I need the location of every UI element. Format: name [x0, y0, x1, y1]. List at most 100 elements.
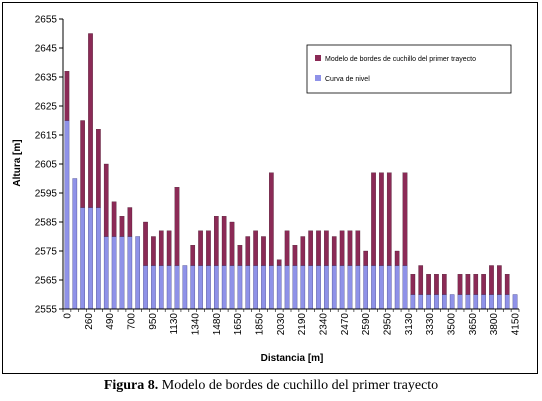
bar-level-curve [324, 265, 329, 310]
x-tick-label: 3650 [468, 313, 479, 336]
bar-level-curve [229, 265, 235, 310]
x-tick-label: 2340 [319, 313, 330, 336]
x-tick-label: 2590 [361, 313, 372, 336]
bar-level-curve [308, 265, 313, 310]
axes [59, 18, 520, 312]
caption-prefix: Figura 8. [103, 378, 159, 393]
y-tick-label: 2605 [35, 160, 58, 171]
x-tick-label: 1130 [169, 313, 180, 335]
bar-level-curve [434, 294, 439, 310]
bar-level-curve [449, 294, 455, 310]
y-tick-label: 2635 [35, 73, 58, 84]
y-tick-label: 2595 [35, 189, 58, 200]
y-tick-label: 2655 [35, 15, 58, 26]
bar-level-curve [261, 265, 266, 310]
bar-knife-edge [457, 274, 463, 295]
bar-level-curve [166, 265, 172, 310]
bar-knife-edge [261, 236, 266, 266]
x-tick-label: 1650 [233, 313, 244, 336]
bar-level-curve [394, 265, 400, 310]
bar-level-curve [64, 120, 70, 310]
x-tick-label: 2030 [276, 313, 287, 336]
bar-level-curve [512, 294, 518, 310]
bar-level-curve [237, 265, 243, 310]
bar-knife-edge [489, 265, 494, 295]
bar-level-curve [135, 236, 141, 310]
bar-knife-edge [166, 230, 172, 266]
x-tick-label: 3800 [489, 313, 500, 336]
y-tick-label: 2585 [35, 218, 58, 229]
bar-knife-edge [127, 207, 133, 237]
bar-knife-edge [80, 120, 85, 208]
bar-knife-edge [253, 230, 258, 266]
bar-knife-edge [441, 274, 447, 295]
bar-level-curve [441, 294, 447, 310]
bar-knife-edge [339, 230, 345, 266]
bar-knife-edge [434, 274, 439, 295]
x-tick-label: 3330 [425, 313, 436, 336]
bar-level-curve [245, 265, 251, 310]
x-tick-label: 3500 [447, 313, 458, 336]
bar-knife-edge [386, 172, 392, 266]
bar-level-curve [355, 265, 361, 310]
bar-level-curve [316, 265, 321, 310]
bar-knife-edge [418, 265, 424, 295]
y-tick-label: 2645 [35, 44, 58, 55]
bar-level-curve [119, 236, 125, 310]
bar-level-curve [489, 294, 494, 310]
bar-knife-edge [308, 230, 313, 266]
bar-level-curve [473, 294, 479, 310]
x-tick-label: 1340 [190, 313, 201, 336]
bar-knife-edge [103, 163, 109, 237]
bar-knife-edge [151, 236, 156, 266]
x-tick-label: 3130 [404, 313, 415, 336]
bar-knife-edge [300, 236, 306, 266]
bar-level-curve [127, 236, 133, 310]
bar-knife-edge [292, 245, 298, 266]
plot-bars [64, 33, 518, 310]
bar-knife-edge [213, 216, 219, 266]
bar-knife-edge [88, 33, 93, 208]
bar-knife-edge [497, 265, 502, 295]
y-tick-label: 2615 [35, 131, 58, 142]
legend-box [306, 44, 512, 94]
bar-level-curve [292, 265, 298, 310]
x-tick-label: 1850 [254, 313, 265, 336]
bar-level-curve [339, 265, 345, 310]
bar-knife-edge [410, 274, 416, 295]
bar-knife-edge [119, 216, 125, 237]
bar-level-curve [182, 265, 188, 310]
bar-level-curve [88, 207, 93, 310]
bar-level-curve [331, 265, 337, 310]
x-tick-labels: 0 260 490 700 950 1130 1340 1480 1650 1850 2030 219… [62, 313, 521, 336]
bar-knife-edge [481, 274, 486, 295]
bar-knife-edge [190, 245, 196, 266]
bar-level-curve [363, 265, 369, 310]
bar-level-curve [300, 265, 306, 310]
bar-level-curve [158, 265, 164, 310]
bar-knife-edge [355, 230, 361, 266]
bar-level-curve [80, 207, 85, 310]
bar-level-curve [418, 294, 424, 310]
bar-level-curve [426, 294, 431, 310]
bar-knife-edge [316, 230, 321, 266]
legend-label-level-curve: Curva de nivel [325, 76, 370, 83]
x-tick-label: 0 [62, 313, 73, 319]
bar-knife-edge [269, 172, 274, 266]
x-tick-label: 260 [84, 313, 95, 330]
bar-level-curve [151, 265, 156, 310]
bar-level-curve [371, 265, 376, 310]
y-tick-label: 2555 [35, 305, 58, 316]
chart-frame: 2555 2565 2575 2585 2595 2605 2615 2625 2635 2645… [2, 2, 538, 374]
bar-level-curve [410, 294, 416, 310]
legend: Modelo de bordes de cuchillo del primer … [306, 44, 512, 94]
bar-level-curve [174, 265, 180, 310]
x-tick-label: 1480 [212, 313, 223, 336]
bar-level-curve [402, 265, 408, 310]
bar-knife-edge [221, 216, 227, 266]
bar-level-curve [72, 178, 78, 310]
bar-knife-edge [229, 221, 235, 266]
bar-knife-edge [347, 230, 353, 266]
bar-level-curve [284, 265, 290, 310]
bar-level-curve [103, 236, 109, 310]
